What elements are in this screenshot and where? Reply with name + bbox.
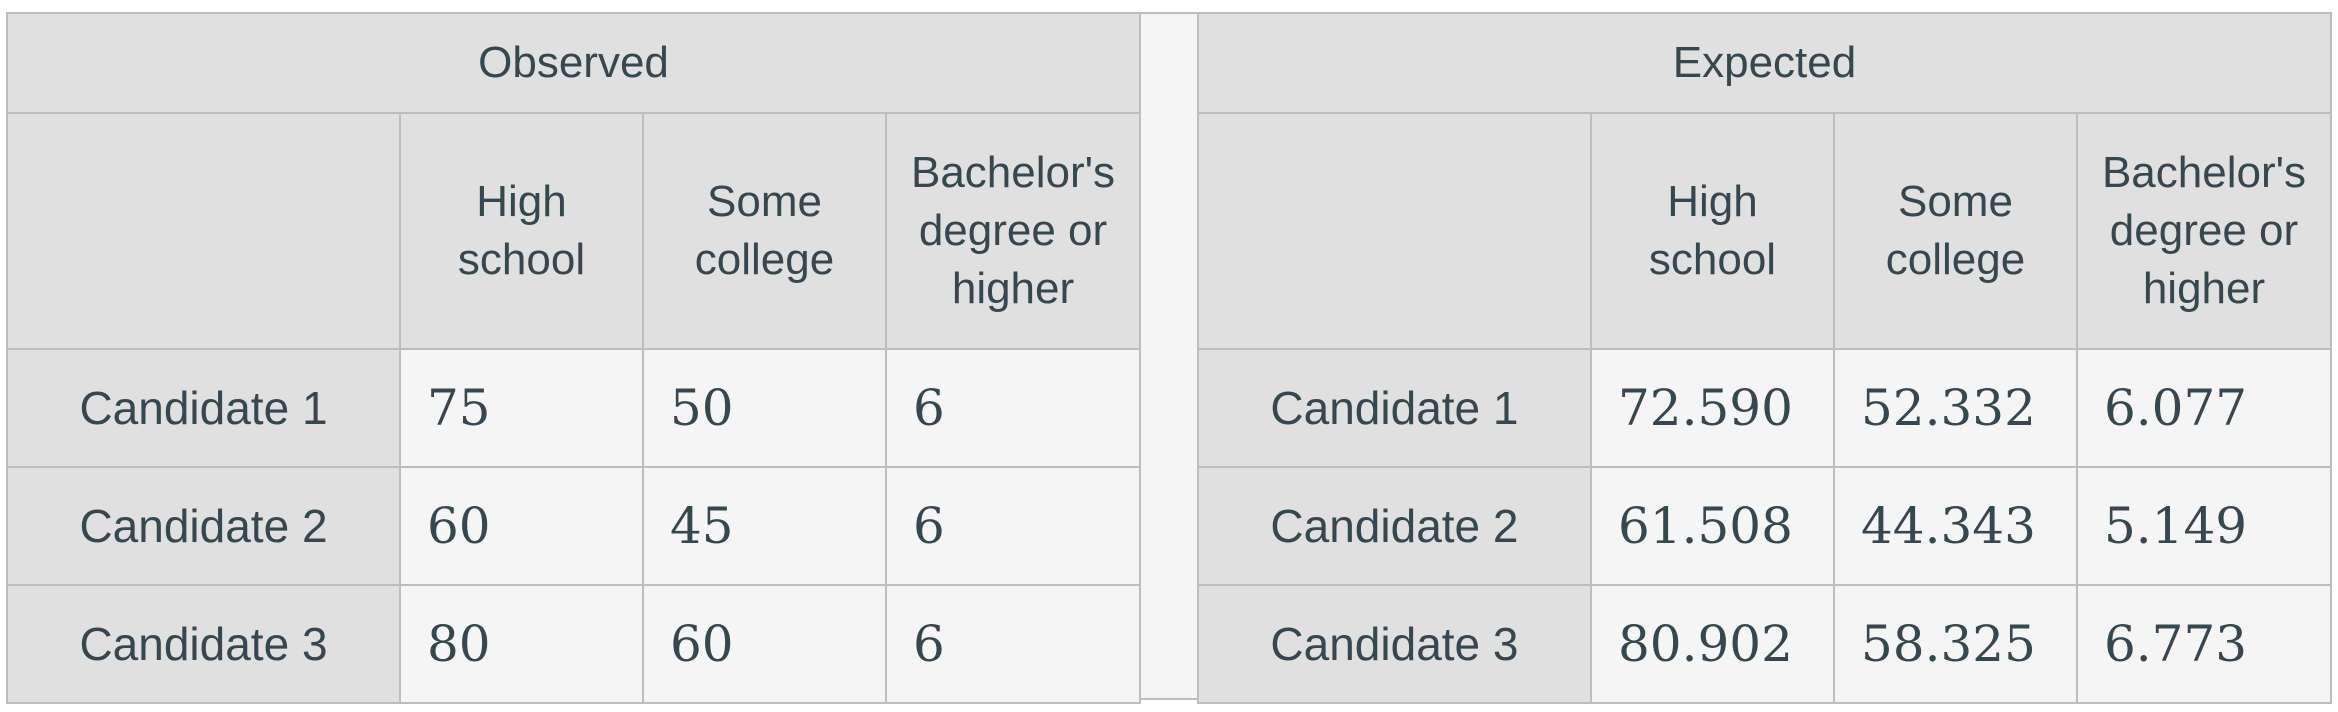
observed-cell: 75 <box>399 348 644 468</box>
expected-cell: 72.590 <box>1589 348 1835 468</box>
row-label: Candidate 2 <box>6 466 401 586</box>
expected-cell: 80.902 <box>1589 584 1835 704</box>
row-label: Candidate 2 <box>1196 466 1592 586</box>
observed-col-header: Bachelor's degree or higher <box>884 112 1142 350</box>
observed-title: Observed <box>5 12 1142 114</box>
observed-row: Candidate 2 60 45 6 <box>6 466 1142 586</box>
observed-row: Candidate 3 80 60 6 <box>6 584 1142 704</box>
observed-cell: 60 <box>399 466 644 586</box>
expected-title: Expected <box>1196 12 2333 114</box>
expected-cell: 5.149 <box>2075 466 2333 586</box>
expected-col-header: High school <box>1589 112 1835 350</box>
observed-row: Candidate 1 75 50 6 <box>6 348 1142 468</box>
expected-row: Candidate 2 61.508 44.343 5.149 <box>1196 466 2333 586</box>
observed-col-header: Some college <box>642 112 887 350</box>
observed-cell: 50 <box>642 348 887 468</box>
expected-cell: 52.332 <box>1832 348 2078 468</box>
row-label: Candidate 1 <box>6 348 401 468</box>
contingency-tables: Observed High school Some college Bachel… <box>5 12 2333 704</box>
table-separator <box>1141 12 1197 700</box>
observed-cell: 60 <box>642 584 887 704</box>
expected-corner-cell <box>1196 112 1592 350</box>
expected-cell: 44.343 <box>1832 466 2078 586</box>
expected-cell: 6.077 <box>2075 348 2333 468</box>
observed-table: Observed High school Some college Bachel… <box>5 12 1142 704</box>
expected-row: Candidate 1 72.590 52.332 6.077 <box>1196 348 2333 468</box>
row-label: Candidate 1 <box>1196 348 1592 468</box>
observed-corner-cell <box>6 112 401 350</box>
expected-col-header: Bachelor's degree or higher <box>2075 112 2333 350</box>
observed-cell: 80 <box>399 584 644 704</box>
expected-row: Candidate 3 80.902 58.325 6.773 <box>1196 584 2333 704</box>
expected-cell: 61.508 <box>1589 466 1835 586</box>
observed-cell: 6 <box>884 584 1142 704</box>
observed-cell: 6 <box>884 466 1142 586</box>
row-label: Candidate 3 <box>1196 584 1592 704</box>
expected-col-header: Some college <box>1832 112 2078 350</box>
row-label: Candidate 3 <box>6 584 401 704</box>
expected-table: Expected High school Some college Bachel… <box>1196 12 2333 704</box>
observed-cell: 45 <box>642 466 887 586</box>
expected-cell: 58.325 <box>1832 584 2078 704</box>
observed-cell: 6 <box>884 348 1142 468</box>
expected-cell: 6.773 <box>2075 584 2333 704</box>
observed-col-header: High school <box>399 112 644 350</box>
